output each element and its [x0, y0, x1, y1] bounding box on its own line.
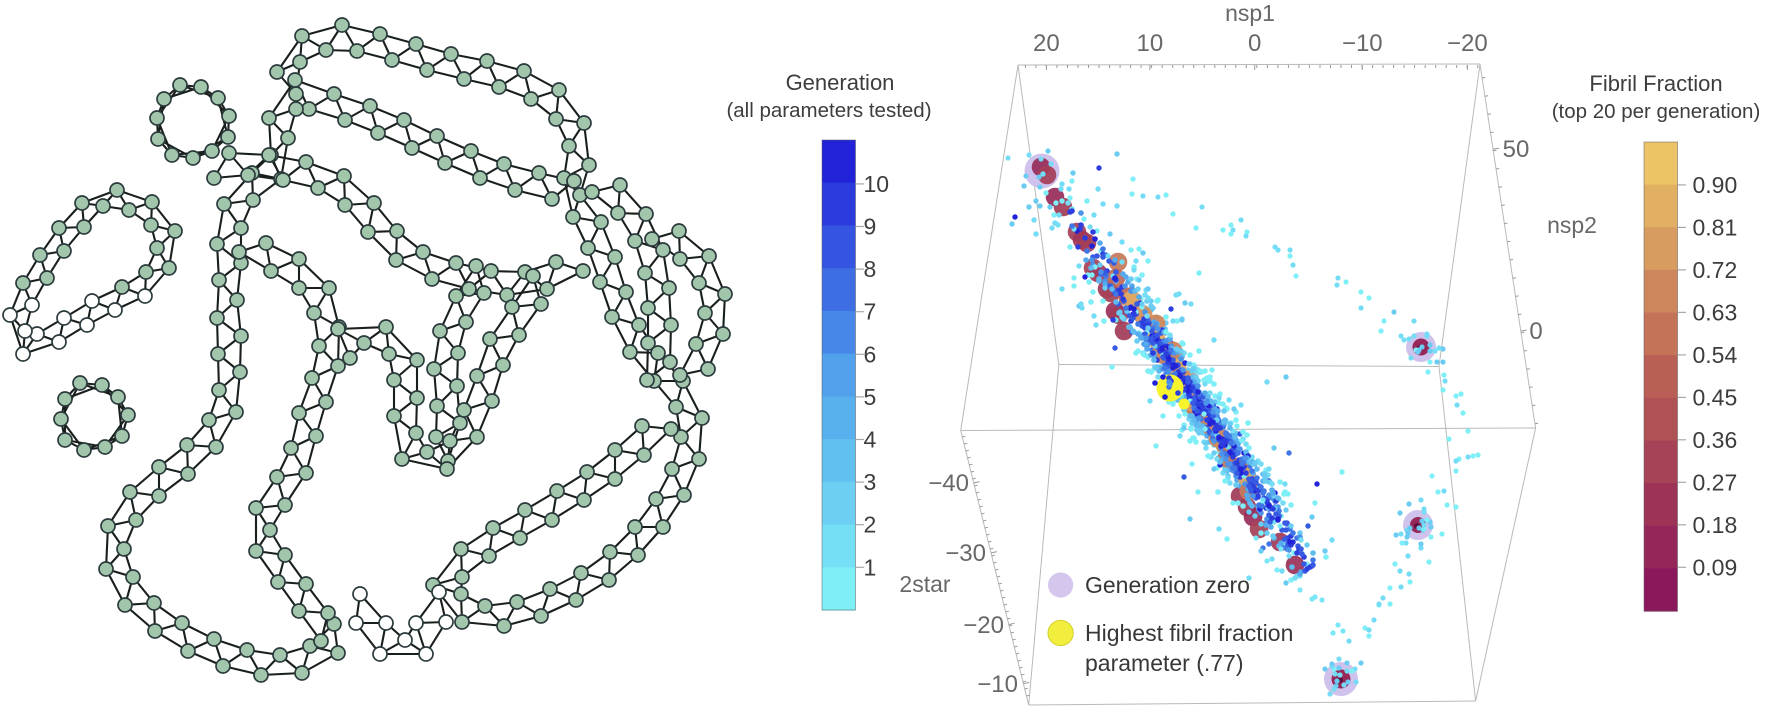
svg-text:Generation: Generation: [786, 70, 895, 95]
svg-text:0.09: 0.09: [1693, 554, 1738, 580]
svg-text:10: 10: [1137, 30, 1164, 57]
svg-text:−40: −40: [928, 470, 969, 497]
svg-text:0.45: 0.45: [1693, 384, 1738, 410]
svg-text:2star: 2star: [899, 571, 950, 597]
svg-text:4: 4: [864, 427, 877, 453]
svg-text:−20: −20: [963, 612, 1004, 639]
svg-text:−10: −10: [1342, 30, 1383, 57]
svg-text:3: 3: [864, 469, 877, 495]
svg-text:0.81: 0.81: [1693, 214, 1738, 240]
svg-text:0.18: 0.18: [1693, 512, 1738, 538]
svg-text:0.27: 0.27: [1693, 469, 1738, 495]
svg-text:−10: −10: [977, 671, 1018, 698]
svg-text:0: 0: [1529, 318, 1542, 345]
svg-text:nsp2: nsp2: [1547, 212, 1597, 238]
svg-text:Highest fibril fraction: Highest fibril fraction: [1085, 620, 1293, 646]
svg-text:8: 8: [864, 256, 877, 282]
svg-text:0.72: 0.72: [1693, 257, 1738, 283]
svg-text:50: 50: [1503, 136, 1530, 163]
svg-text:nsp1: nsp1: [1225, 0, 1275, 26]
svg-text:0.54: 0.54: [1693, 342, 1738, 368]
svg-text:9: 9: [864, 214, 877, 240]
svg-text:20: 20: [1033, 30, 1060, 57]
svg-text:6: 6: [864, 341, 877, 367]
svg-text:−30: −30: [945, 540, 986, 567]
svg-text:(all parameters tested): (all parameters tested): [726, 99, 931, 122]
svg-text:0.63: 0.63: [1693, 299, 1738, 325]
svg-text:parameter (.77): parameter (.77): [1085, 650, 1244, 676]
svg-text:Fibril Fraction: Fibril Fraction: [1589, 71, 1722, 96]
svg-text:(top 20 per generation): (top 20 per generation): [1552, 100, 1761, 123]
svg-text:2: 2: [864, 512, 877, 538]
svg-text:10: 10: [864, 171, 890, 197]
svg-text:−20: −20: [1447, 30, 1488, 57]
svg-text:1: 1: [864, 554, 877, 580]
svg-text:0.36: 0.36: [1693, 427, 1738, 453]
svg-text:Generation zero: Generation zero: [1085, 572, 1250, 598]
svg-text:0: 0: [1248, 30, 1261, 57]
svg-text:7: 7: [864, 299, 877, 325]
svg-text:5: 5: [864, 384, 877, 410]
svg-text:0.90: 0.90: [1693, 172, 1738, 198]
